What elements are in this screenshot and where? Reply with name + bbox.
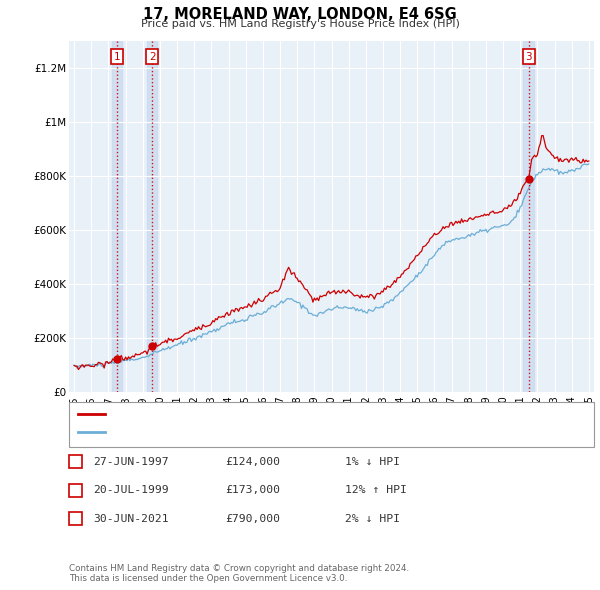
- Text: 2% ↓ HPI: 2% ↓ HPI: [345, 514, 400, 523]
- Bar: [147, 41, 157, 392]
- Bar: [112, 41, 122, 392]
- Text: 20-JUL-1999: 20-JUL-1999: [93, 486, 169, 495]
- Text: £124,000: £124,000: [225, 457, 280, 467]
- Text: Contains HM Land Registry data © Crown copyright and database right 2024.
This d: Contains HM Land Registry data © Crown c…: [69, 563, 409, 583]
- Text: Price paid vs. HM Land Registry's House Price Index (HPI): Price paid vs. HM Land Registry's House …: [140, 19, 460, 29]
- Text: £790,000: £790,000: [225, 514, 280, 523]
- Text: 12% ↑ HPI: 12% ↑ HPI: [345, 486, 407, 495]
- Text: 3: 3: [72, 514, 79, 523]
- Text: 1: 1: [113, 52, 120, 62]
- Text: £173,000: £173,000: [225, 486, 280, 495]
- Text: HPI: Average price, detached house, Waltham Forest: HPI: Average price, detached house, Walt…: [110, 427, 384, 437]
- Text: 17, MORELAND WAY, LONDON, E4 6SG: 17, MORELAND WAY, LONDON, E4 6SG: [143, 7, 457, 22]
- Text: 1% ↓ HPI: 1% ↓ HPI: [345, 457, 400, 467]
- Text: 3: 3: [526, 52, 532, 62]
- Text: 1: 1: [72, 457, 79, 467]
- Text: 27-JUN-1997: 27-JUN-1997: [93, 457, 169, 467]
- Text: 30-JUN-2021: 30-JUN-2021: [93, 514, 169, 523]
- Bar: [523, 41, 534, 392]
- Text: 2: 2: [149, 52, 155, 62]
- Text: 2: 2: [72, 486, 79, 495]
- Text: 17, MORELAND WAY, LONDON, E4 6SG (detached house): 17, MORELAND WAY, LONDON, E4 6SG (detach…: [110, 409, 406, 419]
